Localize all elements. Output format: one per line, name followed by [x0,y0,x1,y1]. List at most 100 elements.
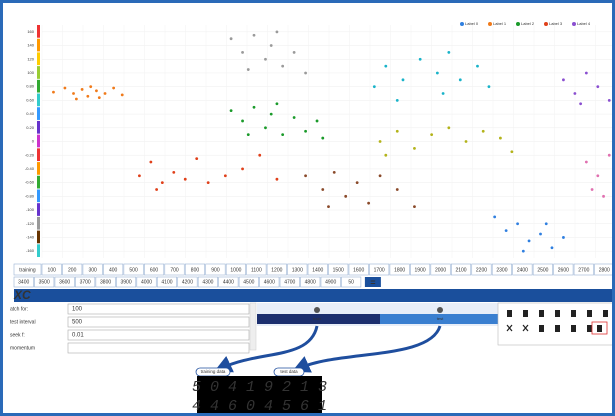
step-button-label[interactable]: 1100 [251,267,262,273]
step-button[interactable] [164,263,185,276]
step-button-label[interactable]: 1900 [415,267,426,273]
step-button-label[interactable]: 4500 [243,279,254,285]
test-label[interactable]: test [437,316,444,321]
step-button[interactable] [75,276,96,288]
step-button[interactable] [320,276,341,288]
step-button-label[interactable]: 100 [48,267,57,273]
step-button-label[interactable]: 3400 [18,279,29,285]
step-button-label[interactable]: 3700 [80,279,91,285]
step-button[interactable] [144,263,165,276]
step-button-label[interactable]: 500 [129,267,138,273]
step-button[interactable] [532,263,553,276]
step-button-label[interactable]: 400 [109,267,118,273]
step-button-label[interactable]: 800 [191,267,200,273]
step-button[interactable] [54,276,75,288]
step-button[interactable] [156,276,178,288]
step-button-label[interactable]: 200 [68,267,77,273]
step-button[interactable] [348,263,369,276]
step-button-label[interactable]: 2200 [476,267,487,273]
step-button[interactable] [328,263,349,276]
step-button[interactable] [197,276,218,288]
step-button[interactable] [341,276,362,288]
step-button[interactable] [82,263,103,276]
step-button[interactable] [259,276,280,288]
field-input[interactable] [67,303,250,315]
test-icon[interactable] [437,307,443,313]
step-button-label[interactable]: 4800 [305,279,316,285]
step-button-label[interactable]: 4600 [264,279,275,285]
step-button[interactable] [307,263,328,276]
train-icon[interactable] [314,307,320,313]
step-button[interactable] [116,276,137,288]
field-input[interactable] [67,329,250,341]
step-button-label[interactable]: 4100 [161,279,172,285]
step-button-label[interactable]: 2700 [578,267,589,273]
step-button-label[interactable]: 1700 [374,267,385,273]
step-button[interactable] [553,263,574,276]
step-button[interactable] [205,263,226,276]
step-button-label[interactable]: 3600 [59,279,70,285]
step-button-label[interactable]: 1300 [292,267,303,273]
step-button[interactable] [177,276,198,288]
step-button[interactable] [103,263,124,276]
step-button[interactable] [62,263,83,276]
step-button[interactable] [41,263,62,276]
scrollbar[interactable] [249,302,257,351]
step-button[interactable] [389,263,410,276]
step-button-label[interactable]: 2000 [435,267,446,273]
step-button-label[interactable]: 3900 [120,279,131,285]
step-button-label[interactable]: 300 [88,267,97,273]
field-input[interactable] [67,316,250,328]
step-button-label[interactable]: 4200 [182,279,193,285]
step-button[interactable] [225,263,246,276]
step-button[interactable] [13,263,42,276]
step-button[interactable] [184,263,206,276]
step-button-label[interactable]: 4300 [202,279,213,285]
step-button-label[interactable]: 50 [348,279,354,285]
step-button[interactable] [266,263,287,276]
step-button-label[interactable]: 1600 [353,267,364,273]
step-button[interactable] [450,263,472,276]
step-button[interactable] [123,263,144,276]
field-input[interactable] [67,342,250,354]
step-button-label[interactable]: 600 [150,267,159,273]
step-button[interactable] [279,276,300,288]
step-button[interactable] [246,263,267,276]
step-button-label[interactable]: 700 [170,267,179,273]
step-button-label[interactable]: 2300 [496,267,507,273]
step-button[interactable] [369,263,390,276]
step-button-label[interactable]: 1000 [230,267,241,273]
step-button-label[interactable]: 4400 [223,279,234,285]
train-bar[interactable] [257,314,380,324]
step-button[interactable] [34,276,55,288]
step-button-label[interactable]: 2600 [558,267,569,273]
step-button-label[interactable]: 4900 [325,279,336,285]
step-button[interactable] [300,276,321,288]
step-button[interactable] [410,263,431,276]
field-value[interactable]: 0.01 [72,333,84,339]
step-button-label[interactable]: 2500 [537,267,548,273]
step-button[interactable] [238,276,259,288]
step-button[interactable] [218,276,239,288]
step-button[interactable] [471,263,492,276]
step-button-label[interactable]: 3500 [39,279,50,285]
field-value[interactable]: 500 [72,320,83,326]
step-button[interactable] [95,276,116,288]
step-button[interactable] [512,263,533,276]
step-button[interactable] [491,263,512,276]
step-button[interactable] [13,276,34,288]
step-button[interactable] [430,263,451,276]
step-button-label[interactable]: training [19,267,36,273]
step-button-label[interactable]: 1500 [333,267,344,273]
step-button-label[interactable]: 2400 [517,267,528,273]
step-button-label[interactable]: 4000 [141,279,152,285]
train-label[interactable]: train [313,316,321,321]
step-button-label[interactable]: 2100 [455,267,466,273]
step-button-label[interactable]: 4700 [284,279,295,285]
test-bar[interactable] [380,314,498,324]
step-button[interactable] [573,263,594,276]
menu-button[interactable] [364,277,381,287]
step-button-label[interactable]: 900 [211,267,220,273]
step-button-label[interactable]: 1200 [271,267,282,273]
step-button[interactable] [287,263,308,276]
